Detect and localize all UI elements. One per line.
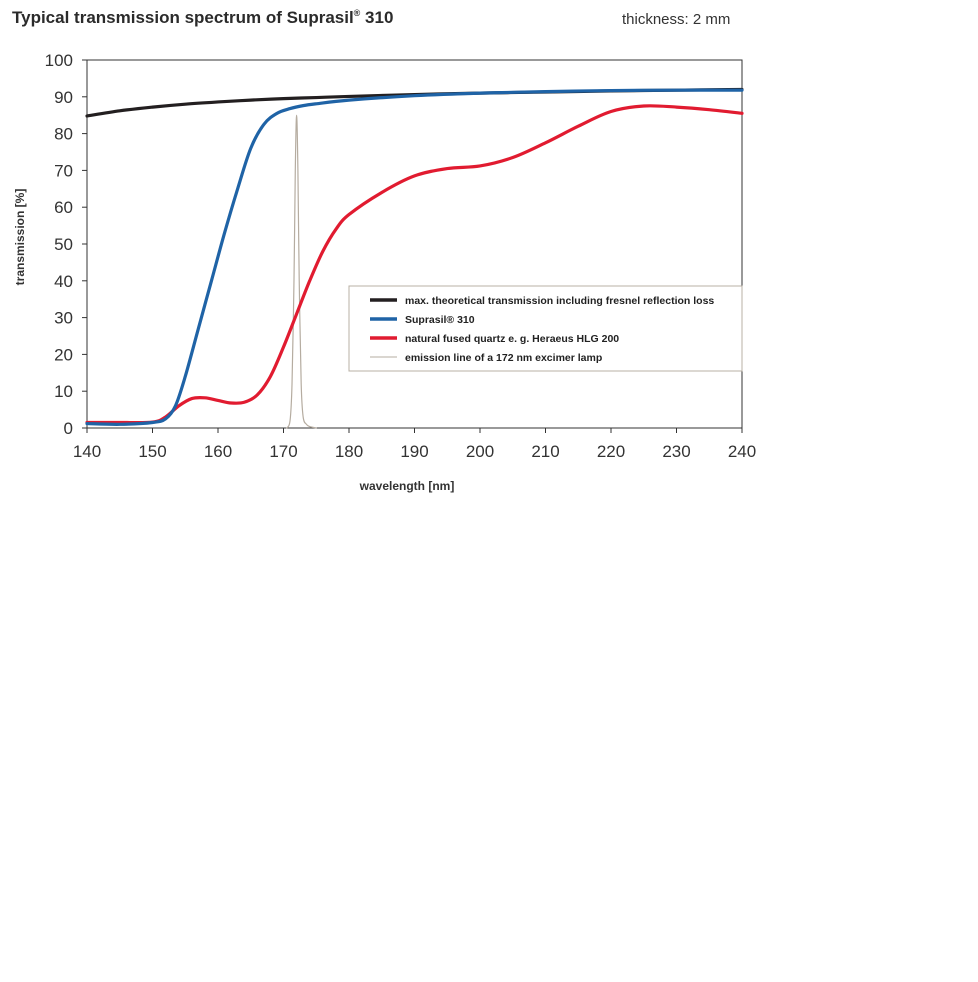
legend-label: emission line of a 172 nm excimer lamp bbox=[405, 352, 602, 364]
thickness-note: thickness: 2 mm bbox=[622, 11, 731, 28]
series-suprasil-310 bbox=[85, 88, 744, 426]
x-axis-label: wavelength [nm] bbox=[359, 479, 455, 493]
y-tick-label: 80 bbox=[54, 125, 73, 144]
series-excimer-emission-line bbox=[286, 114, 317, 429]
series-natural-fused-quartz bbox=[85, 104, 744, 425]
x-tick-label: 220 bbox=[597, 442, 625, 461]
x-tick-label: 210 bbox=[531, 442, 559, 461]
x-tick-label: 240 bbox=[728, 442, 756, 461]
y-tick-label: 0 bbox=[64, 419, 73, 438]
y-tick-label: 50 bbox=[54, 235, 73, 254]
y-axis-label: transmission [%] bbox=[13, 189, 27, 286]
legend-label: max. theoretical transmission including … bbox=[405, 295, 714, 307]
series-layer bbox=[85, 87, 744, 429]
y-tick-label: 30 bbox=[54, 309, 73, 328]
y-tick-label: 60 bbox=[54, 198, 73, 217]
chart-title: Typical transmission spectrum of Suprasi… bbox=[12, 8, 394, 27]
x-tick-label: 180 bbox=[335, 442, 363, 461]
registered-mark: ® bbox=[353, 8, 361, 18]
legend: max. theoretical transmission including … bbox=[348, 285, 743, 372]
x-tick-label: 140 bbox=[73, 442, 101, 461]
x-tick-label: 230 bbox=[662, 442, 690, 461]
x-tick-label: 170 bbox=[269, 442, 297, 461]
legend-label: Suprasil® 310 bbox=[405, 314, 475, 326]
y-tick-label: 70 bbox=[54, 161, 73, 180]
y-tick-label: 10 bbox=[54, 382, 73, 401]
y-tick-label: 20 bbox=[54, 345, 73, 364]
legend-box bbox=[348, 285, 743, 372]
x-tick-label: 160 bbox=[204, 442, 232, 461]
y-tick-label: 40 bbox=[54, 272, 73, 291]
y-tick-label: 90 bbox=[54, 88, 73, 107]
y-tick-label: 100 bbox=[45, 51, 73, 70]
legend-label: natural fused quartz e. g. Heraeus HLG 2… bbox=[405, 333, 619, 345]
y-ticks: 0 10 20 30 40 50 60 70 80 90 100 bbox=[45, 51, 87, 438]
x-tick-label: 150 bbox=[138, 442, 166, 461]
x-tick-label: 200 bbox=[466, 442, 494, 461]
series-max-theoretical bbox=[85, 87, 744, 118]
x-ticks: 140 150 160 170 180 190 200 210 220 230 240 bbox=[73, 428, 756, 461]
x-tick-label: 190 bbox=[400, 442, 428, 461]
